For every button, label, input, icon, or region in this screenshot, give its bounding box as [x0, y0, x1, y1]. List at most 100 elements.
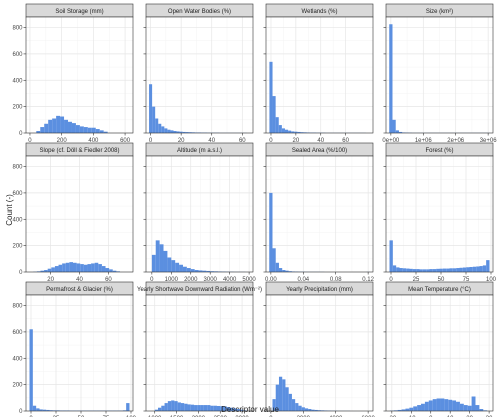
y-tick-label: 400 [12, 78, 23, 84]
histogram-bar [207, 405, 211, 411]
histogram-bar [36, 408, 40, 411]
histogram-bar [392, 119, 396, 133]
panel-border [145, 16, 254, 134]
x-tick-label: 25 [413, 277, 420, 283]
histogram-bar [44, 270, 48, 272]
panel-title: Sealed Area (%/100) [292, 148, 347, 154]
x-tick-label: 1000 [165, 277, 179, 283]
histogram-bar [52, 118, 57, 133]
histogram-bar [297, 131, 301, 133]
histogram-bar [159, 244, 164, 272]
histogram-bar [436, 268, 440, 272]
histogram-bar [467, 405, 472, 411]
histogram-bar [304, 408, 309, 411]
histogram-bar [275, 262, 279, 272]
panel-background [386, 156, 493, 272]
histogram-bar [419, 269, 423, 272]
histogram-bar [60, 116, 65, 133]
histogram-bar [479, 409, 484, 411]
x-tick-label: 5000 [242, 277, 256, 283]
histogram-bar [469, 266, 473, 272]
histogram-bar [233, 408, 237, 411]
histogram-bar [389, 24, 393, 133]
histogram-bar [46, 409, 50, 411]
histogram-bar [424, 401, 429, 411]
histogram-bar [275, 117, 279, 133]
histogram-bar [282, 379, 286, 411]
histogram-bar [56, 410, 60, 411]
panel-title: Altitude (m a.s.l.) [177, 148, 222, 154]
panel-7: Sealed Area (%/100) 0.00 0.04 0.08 0.12 [263, 142, 375, 283]
histogram-bar [486, 260, 490, 272]
x-tick-label: 20 [293, 138, 300, 144]
histogram-bar [216, 405, 221, 411]
histogram-bar [188, 132, 192, 133]
histogram-bar [223, 406, 227, 411]
histogram-bar [174, 401, 178, 411]
histogram-bar [269, 192, 273, 272]
x-tick-label: 40 [76, 277, 83, 283]
histogram-bar [58, 264, 63, 272]
histogram-bar [482, 265, 487, 272]
panel-1: Soil Storage (mm) 0 200 400 600 0 200 400 600 800 [12, 3, 134, 144]
histogram-bar [213, 405, 217, 411]
histogram-bar [161, 405, 165, 411]
histogram-bar [288, 130, 292, 133]
panel-4: Size (km²) 0e+00 1e+06 2e+06 3e+06 [382, 3, 498, 144]
histogram-bar [65, 262, 70, 272]
histogram-bar [392, 265, 397, 272]
histogram-bar [398, 131, 403, 133]
histogram-bar [429, 269, 433, 272]
histogram-bar [40, 270, 45, 272]
panel-3: Wetlands (%) 0 20 40 60 [263, 3, 374, 144]
histogram-bar [282, 270, 286, 272]
histogram-bar [444, 399, 449, 411]
histogram-bar [122, 410, 127, 411]
histogram-bar [29, 329, 33, 411]
histogram-bar [269, 61, 273, 134]
y-tick-label: 0 [19, 131, 23, 137]
histogram-bar [164, 403, 168, 411]
histogram-bar [39, 409, 43, 411]
histogram-bar [236, 409, 240, 411]
histogram-bar [36, 131, 41, 133]
histogram-bar [396, 267, 400, 272]
histogram-bar [412, 269, 417, 272]
y-tick-label: 800 [12, 304, 23, 310]
panel-8: Forest (%) 0 25 50 75 100 [383, 142, 497, 283]
x-tick-label: 1e+06 [415, 138, 433, 144]
histogram-bar [179, 264, 183, 272]
histogram-bar [409, 407, 414, 411]
x-tick-label: 400 [88, 138, 99, 144]
histogram-bar [149, 84, 153, 133]
histogram-bar [79, 126, 84, 133]
x-tick-label: 40 [317, 138, 324, 144]
histogram-bar [399, 268, 403, 272]
histogram-bar [446, 268, 450, 272]
y-tick-label: 0 [19, 409, 23, 415]
histogram-bar [91, 263, 95, 272]
histogram-bar [406, 268, 410, 272]
histogram-bar [182, 266, 187, 272]
panel-2: Open Water Bodies (%) 0 20 40 60 [143, 3, 254, 144]
panel-title: Soil Storage (mm) [55, 9, 103, 15]
histogram-bar [191, 132, 195, 133]
x-tick-label: 20 [47, 277, 54, 283]
histogram-bar [440, 398, 445, 411]
panel-title: Yearly Precipitation (mm) [286, 287, 353, 293]
histogram-bar [98, 264, 102, 272]
histogram-bar [95, 129, 100, 133]
histogram-bar [54, 266, 59, 272]
histogram-bar [449, 268, 453, 272]
panel-border [265, 155, 374, 273]
histogram-bar [91, 127, 96, 133]
histogram-bar [409, 268, 413, 272]
x-tick-label: 0 [269, 138, 273, 144]
histogram-bar [459, 267, 463, 272]
x-tick-label: 3e+06 [480, 138, 498, 144]
panel-background [386, 295, 493, 411]
histogram-bar [161, 126, 165, 133]
panel-11: Yearly Precipitation (mm)0200040006000 [263, 281, 375, 417]
histogram-bar [194, 405, 198, 411]
